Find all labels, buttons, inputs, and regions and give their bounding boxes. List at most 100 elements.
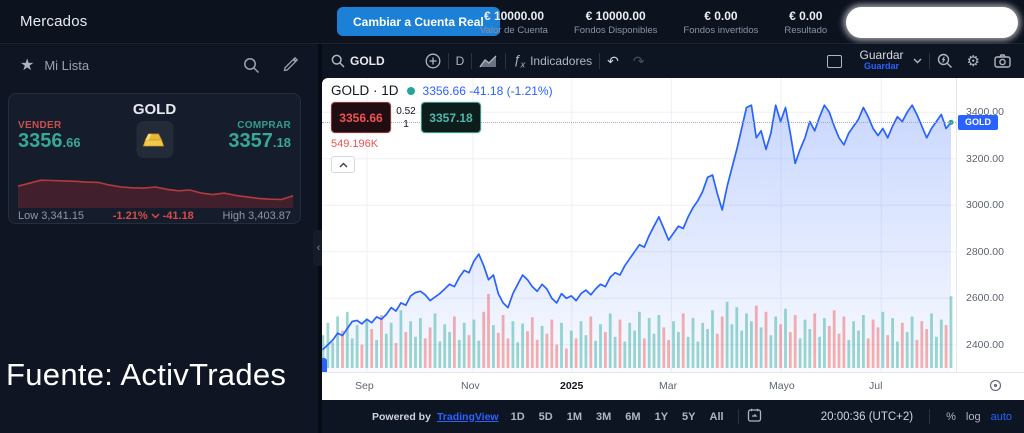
range-1d-button[interactable]: 1D (510, 410, 525, 423)
card-footer: Low 3,341.15 -1.21% -41.18 High 3,403.87 (18, 210, 291, 222)
volume-bar (355, 325, 359, 368)
volume-bar (935, 336, 938, 368)
redo-button[interactable]: ↷ (632, 52, 645, 69)
range-1y-button[interactable]: 1Y (654, 410, 669, 423)
undo-button[interactable]: ↶ (607, 52, 619, 69)
area-chart-icon (479, 55, 497, 68)
volume-bar (930, 313, 933, 368)
mini-sparkline-chart (17, 179, 294, 208)
range-5d-button[interactable]: 5D (538, 410, 553, 423)
search-icon (331, 54, 345, 68)
watchlist-panel-toggle[interactable] (820, 54, 849, 68)
range-1m-button[interactable]: 1M (566, 410, 583, 423)
buy-label: COMPRAR (237, 120, 291, 131)
volume-bar (905, 332, 909, 368)
auto-scale-toggle[interactable]: auto (990, 410, 1012, 423)
powered-by-label: Powered by (372, 410, 431, 423)
calendar-icon (747, 408, 761, 422)
watchlist-card-gold[interactable]: GOLD VENDER 3356.66 COMPRAR 3357.18 (8, 93, 301, 224)
quick-search-button[interactable] (930, 53, 960, 69)
chart-style-button[interactable] (472, 44, 505, 78)
volume-bar (667, 339, 670, 368)
volume-bar (467, 335, 471, 368)
volume-bar (706, 329, 709, 368)
price-axis[interactable]: GOLD 2400.00 2600.00 2800.00 3000.00 3200.00… (956, 78, 1024, 372)
volume-bar (336, 316, 339, 368)
day-high: High 3,403.87 (222, 210, 292, 222)
volume-bar (764, 311, 768, 368)
volume-bar (944, 325, 948, 368)
compare-add-symbol-button[interactable] (418, 44, 448, 78)
volume-bar (876, 327, 880, 368)
log-scale-toggle[interactable]: log (965, 410, 981, 423)
volume-bar (662, 327, 666, 368)
volume-bar (857, 330, 860, 368)
volume-bar (492, 325, 495, 368)
sell-box-button[interactable]: 3356.66 (331, 102, 391, 133)
edit-pencil-icon[interactable] (282, 56, 299, 73)
go-to-date-button[interactable] (747, 408, 762, 425)
axis-gear-icon (989, 379, 1002, 392)
volume-bar (428, 327, 432, 368)
spread-display: 0.52 1 (396, 105, 416, 130)
gear-icon: ⚙ (966, 53, 980, 70)
range-5y-button[interactable]: 5Y (682, 410, 696, 423)
range-all-button[interactable]: All (709, 410, 724, 423)
scroll-edge-indicator (322, 358, 327, 372)
legend-symbol: GOLD · 1D (331, 83, 399, 98)
snapshot-button[interactable] (987, 54, 1018, 68)
account-stats: € 10000.00 Valor de Cuenta € 10000.00 Fo… (480, 0, 898, 44)
percent-scale-toggle[interactable]: % (946, 410, 956, 423)
save-layout-button[interactable]: Guardar Guardar (849, 49, 929, 72)
range-3m-button[interactable]: 3M (596, 410, 612, 423)
volume-bar (769, 335, 773, 368)
symbol-search-button[interactable]: GOLD (324, 44, 392, 78)
volume-bar (720, 316, 724, 368)
volume-bar (862, 315, 865, 368)
price-chart-canvas[interactable] (322, 78, 956, 372)
collapse-legend-button[interactable] (331, 156, 355, 173)
volume-bar (881, 311, 885, 368)
sparkline-line (17, 179, 294, 201)
switch-to-real-account-button[interactable]: Cambiar a Cuenta Real (337, 7, 500, 36)
volume-bar (375, 339, 378, 368)
stat-account-value: € 10000.00 Valor de Cuenta (480, 8, 548, 36)
volume-bar (896, 341, 899, 368)
sell-price-button[interactable]: 3356.66 (18, 130, 81, 152)
volume-bar (399, 310, 403, 368)
volume-bar (750, 321, 753, 368)
source-caption: Fuente: ActivTrades (6, 357, 287, 392)
volume-bar (389, 322, 393, 368)
axis-settings-button[interactable] (989, 379, 1002, 397)
interval-button[interactable]: D (455, 54, 465, 68)
market-status-dot (406, 86, 415, 95)
volume-bar (526, 331, 529, 368)
time-axis[interactable]: Sep Nov 2025 Mar Mayo Jul (322, 372, 1024, 400)
buy-price-button[interactable]: 3357.18 (228, 130, 291, 152)
volume-bar (409, 321, 412, 368)
volume-bar (370, 329, 374, 368)
volume-bar (423, 338, 427, 368)
search-icon[interactable] (243, 57, 260, 74)
volume-bar (453, 316, 456, 368)
panel-square-icon (826, 54, 842, 68)
camera-icon (994, 54, 1011, 68)
volume-bar (910, 316, 914, 368)
buy-box-button[interactable]: 3357.18 (421, 102, 481, 133)
volume-bar (774, 316, 778, 368)
tradingview-link[interactable]: TradingView (436, 410, 499, 423)
volume-bar (715, 333, 719, 368)
volume-bar (599, 324, 602, 368)
range-6m-button[interactable]: 6M (625, 410, 641, 423)
volume-bar (579, 321, 583, 368)
volume-bar (365, 319, 369, 368)
volume-bar (604, 332, 607, 368)
indicators-button[interactable]: ƒx Indicadores (513, 52, 593, 70)
gold-ingot-icon (136, 121, 173, 158)
volume-bar (360, 344, 364, 368)
settings-button[interactable]: ⚙ (960, 52, 987, 70)
volume-bar (545, 333, 549, 368)
volume-bar (871, 319, 875, 368)
collapse-sidebar-handle[interactable]: ‹ (313, 230, 324, 266)
